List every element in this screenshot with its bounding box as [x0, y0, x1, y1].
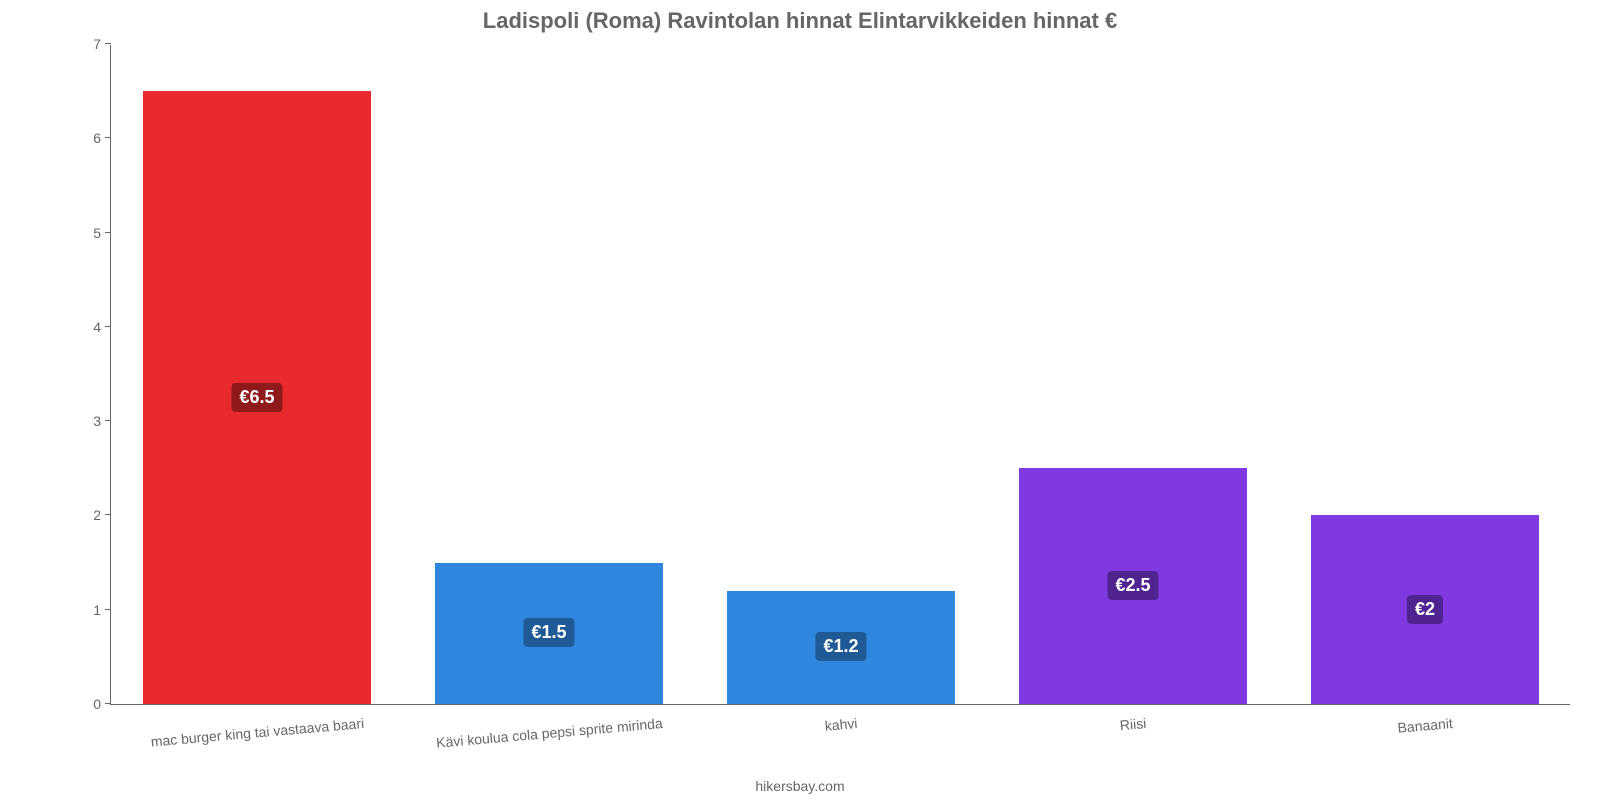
plot-area: 01234567€6.5mac burger king tai vastaava… [110, 45, 1570, 705]
x-category-label: Banaanit [1397, 715, 1453, 736]
y-tick-label: 4 [71, 319, 101, 335]
y-tick-label: 5 [71, 225, 101, 241]
y-tick-mark [105, 420, 111, 421]
chart-title: Ladispoli (Roma) Ravintolan hinnat Elint… [0, 8, 1600, 34]
bar-chart: Ladispoli (Roma) Ravintolan hinnat Elint… [0, 0, 1600, 800]
y-tick-label: 0 [71, 696, 101, 712]
x-category-label: Kävi koulua cola pepsi sprite mirinda [436, 715, 664, 751]
y-tick-mark [105, 326, 111, 327]
bar-value-label: €1.2 [815, 632, 866, 661]
bar-value-label: €6.5 [231, 383, 282, 412]
bar-value-label: €2.5 [1107, 571, 1158, 600]
y-tick-mark [105, 609, 111, 610]
x-category-label: Riisi [1119, 715, 1147, 733]
bar-value-label: €2 [1407, 595, 1443, 624]
y-tick-label: 3 [71, 413, 101, 429]
x-category-label: mac burger king tai vastaava baari [150, 715, 365, 750]
y-tick-mark [105, 232, 111, 233]
y-tick-mark [105, 137, 111, 138]
y-tick-label: 6 [71, 130, 101, 146]
y-tick-label: 2 [71, 507, 101, 523]
attribution: hikersbay.com [0, 778, 1600, 794]
y-tick-mark [105, 43, 111, 44]
y-tick-label: 1 [71, 602, 101, 618]
bar-value-label: €1.5 [523, 618, 574, 647]
y-tick-label: 7 [71, 36, 101, 52]
y-tick-mark [105, 703, 111, 704]
x-category-label: kahvi [824, 715, 858, 734]
y-tick-mark [105, 514, 111, 515]
